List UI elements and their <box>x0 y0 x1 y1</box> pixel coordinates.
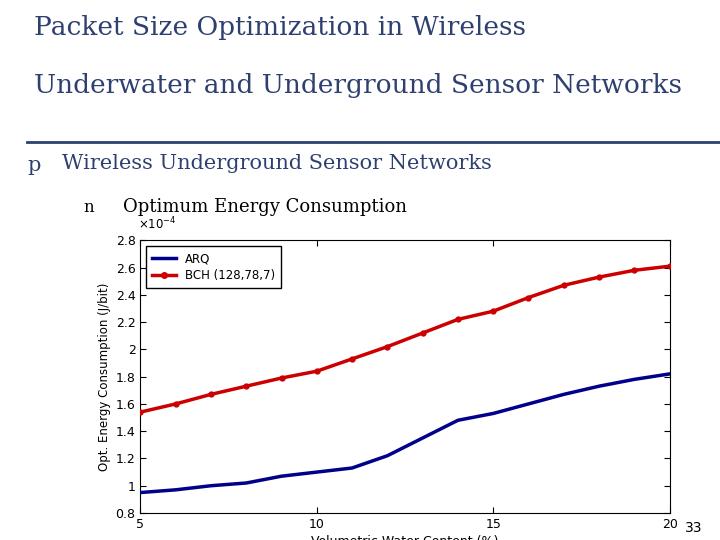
X-axis label: Volumetric Water Content (%): Volumetric Water Content (%) <box>311 535 499 540</box>
Text: Underwater and Underground Sensor Networks: Underwater and Underground Sensor Networ… <box>34 72 682 98</box>
Text: p: p <box>27 156 40 175</box>
Text: 33: 33 <box>685 521 702 535</box>
Text: $\times10^{-4}$: $\times10^{-4}$ <box>138 215 176 232</box>
Text: n: n <box>84 199 94 217</box>
Text: Packet Size Optimization in Wireless: Packet Size Optimization in Wireless <box>34 15 526 40</box>
Y-axis label: Opt. Energy Consumption (J/bit): Opt. Energy Consumption (J/bit) <box>99 282 112 471</box>
Text: Optimum Energy Consumption: Optimum Energy Consumption <box>122 198 407 215</box>
Text: Wireless Underground Sensor Networks: Wireless Underground Sensor Networks <box>63 154 492 173</box>
Legend: ARQ, BCH (128,78,7): ARQ, BCH (128,78,7) <box>146 246 282 287</box>
